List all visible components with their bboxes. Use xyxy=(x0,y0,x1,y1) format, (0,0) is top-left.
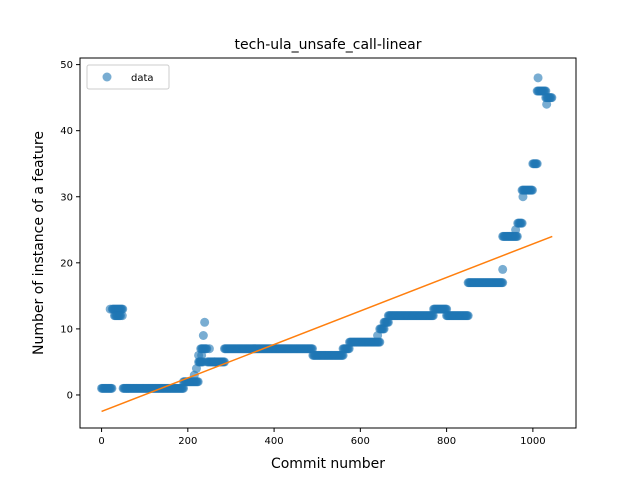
legend: data xyxy=(86,64,170,90)
data-point xyxy=(191,364,201,374)
fit-line xyxy=(101,235,553,413)
fit-line-group xyxy=(101,235,553,413)
data-point xyxy=(463,311,473,321)
legend-marker xyxy=(102,72,112,82)
x-tick-label: 200 xyxy=(178,436,197,447)
data-point xyxy=(200,317,210,327)
data-point xyxy=(107,383,117,393)
data-point xyxy=(527,185,537,195)
y-tick-label: 10 xyxy=(60,324,73,335)
x-ticks: 0 200 400 600 800 1000 xyxy=(98,428,546,447)
data-point xyxy=(518,192,528,202)
data-point xyxy=(373,331,383,340)
data-point xyxy=(198,331,208,340)
data-point xyxy=(532,159,542,169)
x-tick-label: 0 xyxy=(98,436,104,447)
y-tick-label: 0 xyxy=(67,390,73,401)
y-tick-label: 30 xyxy=(60,192,73,203)
y-axis-label: Number of instance of a feature xyxy=(31,131,47,355)
legend-box xyxy=(86,64,170,90)
data-point xyxy=(547,93,557,103)
legend-entry-data: data xyxy=(131,73,154,84)
chart-title: tech-ula_unsafe_call-linear xyxy=(235,37,422,53)
x-tick-label: 600 xyxy=(351,436,370,447)
x-axis-label: Commit number xyxy=(271,456,385,472)
data-point xyxy=(517,218,527,228)
data-point xyxy=(117,311,127,321)
data-point xyxy=(542,99,552,109)
plot-frame xyxy=(79,57,577,429)
x-tick-label: 1000 xyxy=(520,436,545,447)
x-tick-label: 800 xyxy=(437,436,456,447)
data-point xyxy=(197,350,207,360)
data-point xyxy=(193,377,203,387)
data-point xyxy=(210,357,220,367)
y-tick-label: 50 xyxy=(60,60,73,71)
data-point xyxy=(511,225,521,235)
y-tick-label: 20 xyxy=(60,258,73,269)
data-point xyxy=(204,344,214,354)
data-point xyxy=(105,304,115,314)
y-ticks: 0 10 20 30 40 50 xyxy=(60,60,80,401)
data-point xyxy=(533,73,543,83)
x-tick-label: 400 xyxy=(265,436,284,447)
data-point xyxy=(498,278,508,288)
y-tick-label: 40 xyxy=(60,126,73,137)
data-point xyxy=(498,264,508,274)
